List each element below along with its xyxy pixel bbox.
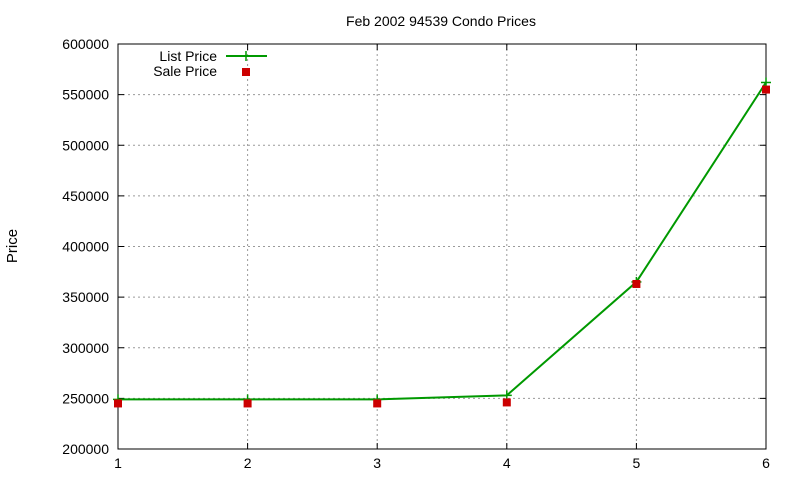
- legend: List Price Sale Price: [153, 48, 267, 79]
- data-point-sale-price-5: [762, 85, 770, 94]
- axes: 1 2 3 4 5 6 200000 250000 300000 350000 400000 4500…: [62, 36, 770, 471]
- series-line-list-price: [118, 81, 767, 401]
- y-tick-label-3: 350000: [62, 289, 109, 305]
- x-tick-label-4: 5: [633, 455, 641, 471]
- data-point-sale-price-0: [114, 399, 122, 408]
- chart-title: Feb 2002 94539 Condo Prices: [346, 13, 536, 29]
- legend-label-list-price: List Price: [159, 48, 217, 64]
- y-axis-label: Price: [4, 229, 21, 263]
- series-layer: [113, 77, 771, 408]
- legend-marker-sale-price: [242, 68, 250, 76]
- y-tick-label-5: 450000: [62, 188, 109, 204]
- data-point-sale-price-1: [243, 399, 252, 408]
- y-tick-label-4: 400000: [62, 239, 109, 255]
- x-tick-label-1: 2: [244, 455, 252, 471]
- y-tick-label-6: 500000: [62, 137, 109, 153]
- y-tick-label-8: 600000: [62, 36, 109, 52]
- y-tick-label-2: 300000: [62, 340, 109, 356]
- legend-label-sale-price: Sale Price: [153, 63, 217, 79]
- data-point-sale-price-3: [502, 398, 511, 407]
- y-tick-label-0: 200000: [62, 441, 109, 457]
- x-tick-label-2: 3: [373, 455, 381, 471]
- data-point-sale-price-4: [632, 279, 641, 288]
- x-tick-label-5: 6: [762, 455, 770, 471]
- x-tick-label-0: 1: [114, 455, 122, 471]
- data-point-sale-price-2: [373, 399, 382, 408]
- x-tick-label-3: 4: [503, 455, 511, 471]
- y-tick-label-1: 250000: [62, 390, 109, 406]
- y-tick-label-7: 550000: [62, 87, 109, 103]
